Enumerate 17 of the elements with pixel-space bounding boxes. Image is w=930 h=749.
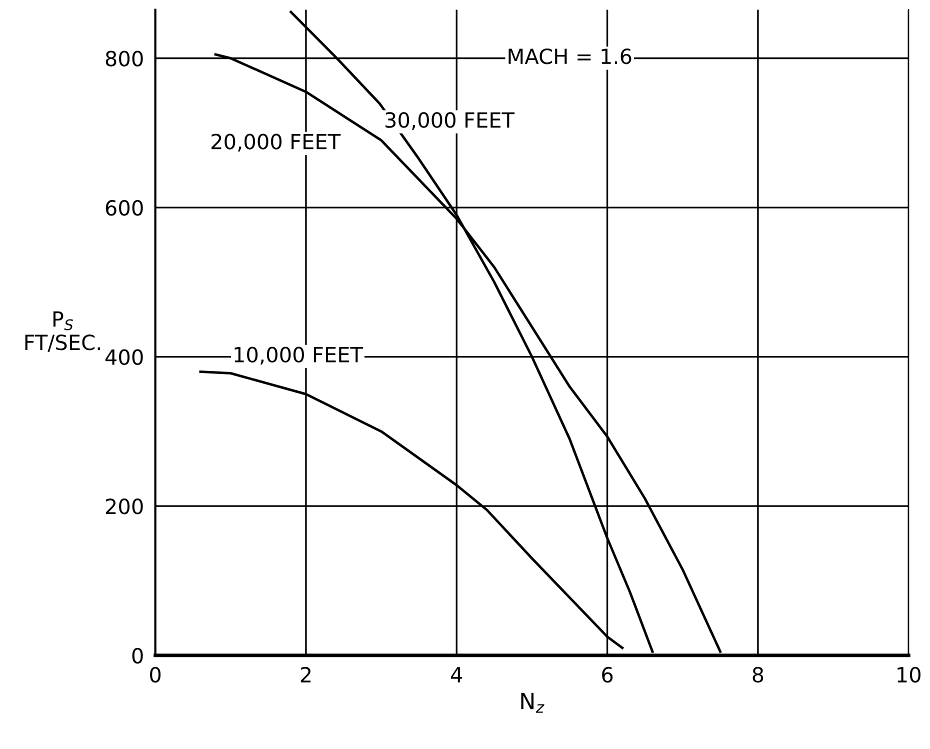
y-tick-label: 200 [106, 498, 143, 514]
annotation: MACH = 1.6 [508, 48, 632, 64]
y-tick-label: 0 [132, 648, 143, 664]
series-label: 20,000 FEET [212, 134, 341, 152]
y-tick-label: 800 [106, 50, 143, 66]
x-tick-label: 4 [451, 667, 462, 682]
x-tick-label: 8 [752, 666, 764, 683]
y-tick-label: 400 [105, 349, 143, 366]
x-tick-label: 0 [150, 666, 161, 683]
x-tick-label: 2 [300, 666, 311, 682]
y-axis-title: P$_{S}$ FT/SEC. [25, 311, 100, 352]
x-axis-title: N$_{z}$ [521, 692, 544, 713]
x-tick-label: 10 [898, 666, 920, 683]
series-label: 30,000 FEET [386, 112, 515, 130]
x-tick-label: 6 [602, 666, 613, 683]
y-tick-label: 600 [106, 200, 143, 216]
series-label: 10,000 FEET [234, 346, 364, 365]
